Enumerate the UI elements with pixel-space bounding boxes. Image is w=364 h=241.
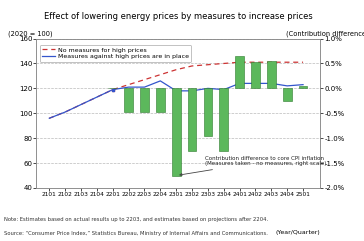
Bar xyxy=(251,62,260,88)
Bar xyxy=(283,88,292,101)
Bar xyxy=(140,88,149,112)
Bar xyxy=(219,88,228,151)
Text: Note: Estimates based on actual results up to 2203, and estimates based on proje: Note: Estimates based on actual results … xyxy=(4,217,268,222)
Text: Source: “Consumer Price Index,” Statistics Bureau, Ministry of Internal Affairs : Source: “Consumer Price Index,” Statisti… xyxy=(4,231,268,236)
Bar xyxy=(267,61,276,88)
Legend: No measures for high prices, Measures against high prices are in place: No measures for high prices, Measures ag… xyxy=(40,45,191,62)
Bar xyxy=(235,56,244,88)
Text: Contribution difference to core CPI inflation
(Measures taken - no measures, rig: Contribution difference to core CPI infl… xyxy=(180,156,326,176)
Bar xyxy=(156,88,165,112)
Text: (Year/Quarter): (Year/Quarter) xyxy=(276,230,320,235)
Text: (Contribution difference): (Contribution difference) xyxy=(286,31,364,37)
Text: (2020 = 100): (2020 = 100) xyxy=(8,31,53,37)
Bar xyxy=(172,88,181,175)
Bar xyxy=(299,86,308,88)
Text: Effect of lowering energy prices by measures to increase prices: Effect of lowering energy prices by meas… xyxy=(44,12,313,21)
Bar xyxy=(188,88,197,151)
Bar xyxy=(203,88,212,136)
Bar xyxy=(124,88,133,112)
